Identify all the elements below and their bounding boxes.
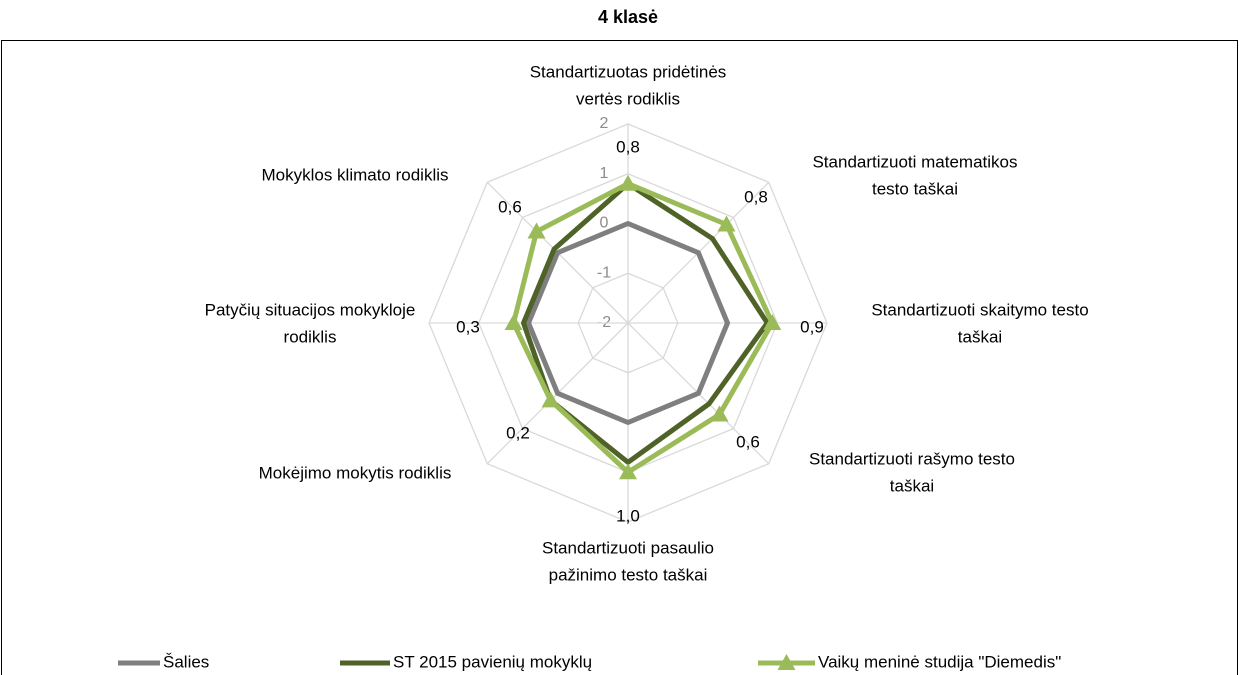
axis-label: Standartizuoti skaitymo testo <box>871 300 1088 319</box>
axis-label: Mokyklos klimato rodiklis <box>261 165 448 184</box>
marker <box>717 215 736 232</box>
series-line <box>526 221 730 425</box>
data-label: 0,6 <box>736 432 760 451</box>
data-label: 0,8 <box>744 187 768 206</box>
axis-label: Standartizuoti matematikos <box>812 152 1017 171</box>
marker <box>527 222 546 239</box>
axis-label: Mokėjimo mokytis rodiklis <box>259 463 452 482</box>
tick-label: -1 <box>597 264 611 281</box>
data-label: 1,0 <box>616 506 640 525</box>
data-label: 0,3 <box>456 317 480 336</box>
tick-label: 2 <box>600 115 609 132</box>
axis-label: testo taškai <box>872 179 958 198</box>
marker <box>541 391 560 408</box>
axis-label: Standartizuoti pasaulio <box>542 538 714 557</box>
data-label: 0,6 <box>498 197 522 216</box>
data-label: 0,9 <box>800 317 824 336</box>
chart-border <box>1 40 1238 675</box>
tick-label: 1 <box>600 165 609 182</box>
axis-label: rodiklis <box>284 327 337 346</box>
series-line <box>521 181 770 465</box>
chart-title: 4 klasė <box>598 7 658 27</box>
axis-label: taškai <box>890 476 934 495</box>
legend-label: Šalies <box>163 652 209 671</box>
axis-label: Standartizuotas pridėtinės <box>530 62 727 81</box>
data-label: 0,8 <box>616 137 640 156</box>
axis-label: Standartizuoti rašymo testo <box>809 449 1015 468</box>
data-label: 0,2 <box>506 423 530 442</box>
axis-label: vertės rodiklis <box>576 89 680 108</box>
marker <box>504 314 523 330</box>
axis-label: taškai <box>958 327 1002 346</box>
axis-label: Patyčių situacijos mokykloje <box>205 300 416 319</box>
tick-label: 0 <box>600 215 609 232</box>
legend-marker <box>777 654 796 670</box>
legend-label: Vaikų meninė studija "Diemedis" <box>818 652 1061 671</box>
marker <box>619 174 637 191</box>
axis-label: pažinimo testo taškai <box>549 565 708 584</box>
marker <box>763 314 782 330</box>
marker <box>619 463 637 480</box>
legend-label: ST 2015 pavienių mokyklų <box>393 652 592 671</box>
marker <box>710 405 729 422</box>
